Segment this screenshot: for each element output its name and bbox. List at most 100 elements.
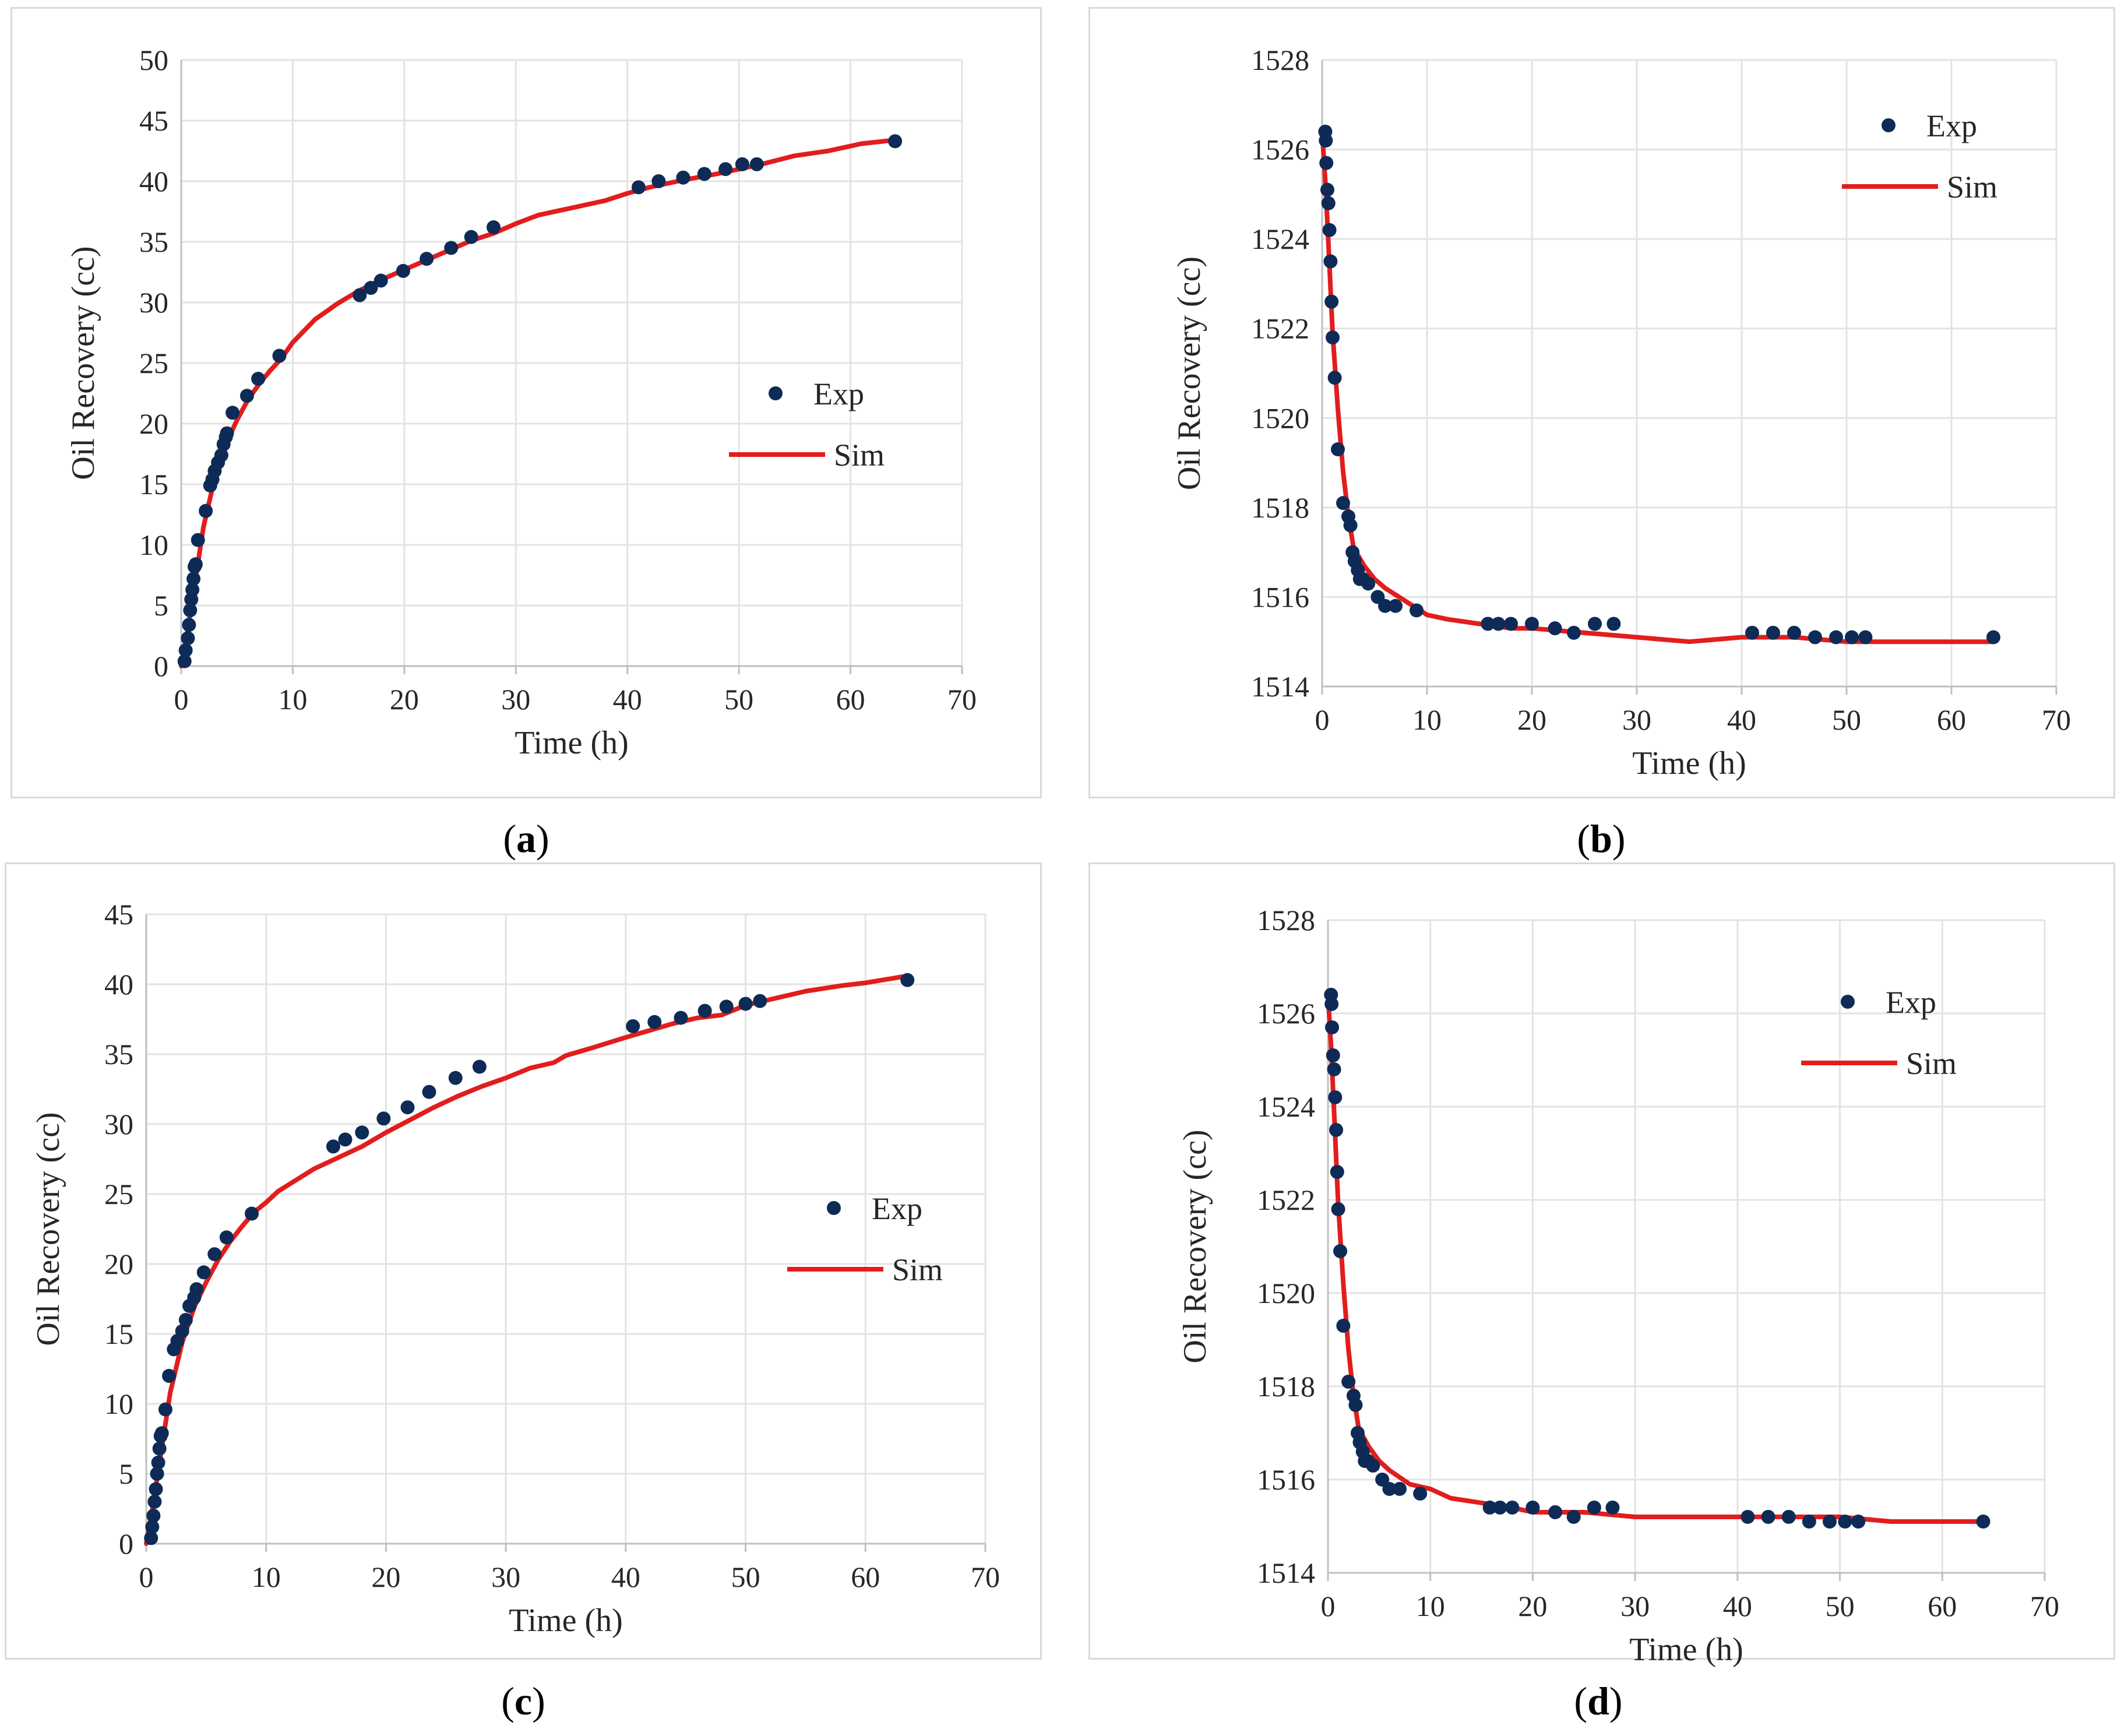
chart-b-exp-point-26 bbox=[1504, 617, 1518, 631]
chart-a-exp-point-37 bbox=[735, 157, 749, 171]
chart-d-exp-point-24 bbox=[1482, 1501, 1497, 1515]
chart-b-ylabel: Oil Recovery (cc) bbox=[1171, 256, 1207, 490]
chart-c-exp-point-4 bbox=[149, 1482, 163, 1496]
chart-c-exp-point-25 bbox=[355, 1125, 369, 1140]
chart-a-exp-point-11 bbox=[199, 503, 213, 518]
chart-b-legend-exp-label: Exp bbox=[1926, 108, 1977, 143]
chart-a-ytick-label-5: 25 bbox=[139, 347, 168, 379]
chart-d-exp-point-3 bbox=[1326, 1048, 1340, 1062]
chart-a-exp-point-25 bbox=[364, 281, 378, 295]
chart-c-exp-point-28 bbox=[422, 1084, 436, 1099]
chart-b-exp-point-36 bbox=[1829, 630, 1843, 645]
chart-a-xtick-label-4: 40 bbox=[613, 683, 642, 716]
chart-a-xtick-label-7: 70 bbox=[947, 683, 977, 716]
chart-d-exp-point-33 bbox=[1761, 1510, 1775, 1524]
chart-b-exp-point-19 bbox=[1361, 576, 1376, 591]
caption-c: (c) bbox=[501, 1679, 545, 1723]
chart-c-xtick-label-5: 50 bbox=[731, 1561, 760, 1593]
chart-c-exp-point-9 bbox=[154, 1426, 169, 1441]
chart-b-ytick-label-4: 1522 bbox=[1251, 312, 1309, 345]
chart-a-exp-point-7 bbox=[186, 572, 201, 586]
chart-d-legend-sim-label: Sim bbox=[1906, 1046, 1957, 1081]
chart-a-exp-point-24 bbox=[353, 288, 367, 302]
chart-a-exp-point-27 bbox=[396, 263, 410, 278]
chart-c-exp-point-22 bbox=[245, 1206, 259, 1221]
chart-b-exp-point-2 bbox=[1319, 156, 1334, 170]
chart-d-ytick-label-4: 1522 bbox=[1257, 1184, 1315, 1216]
caption-d: (d) bbox=[1574, 1679, 1623, 1723]
chart-c-exp-point-15 bbox=[178, 1313, 193, 1327]
chart-b-xtick-label-7: 70 bbox=[2042, 703, 2071, 736]
chart-b-exp-point-27 bbox=[1525, 617, 1539, 631]
chart-a-exp-point-4 bbox=[183, 603, 198, 618]
chart-d-exp-point-34 bbox=[1781, 1510, 1796, 1524]
caption-b-letter: b bbox=[1590, 816, 1612, 861]
chart-a-ytick-label-0: 0 bbox=[154, 650, 168, 682]
chart-b-xtick-label-3: 30 bbox=[1622, 703, 1651, 736]
chart-a-exp-point-19 bbox=[220, 426, 234, 441]
chart-b-exp-point-37 bbox=[1845, 630, 1859, 645]
chart-d-exp-point-39 bbox=[1976, 1515, 1990, 1529]
chart-c-exp-point-26 bbox=[376, 1111, 391, 1126]
chart-d-exp-point-10 bbox=[1336, 1319, 1351, 1333]
chart-c-xtick-label-2: 20 bbox=[371, 1561, 400, 1593]
chart-c-sim-line bbox=[144, 973, 910, 1546]
chart-d-xtick-label-1: 10 bbox=[1416, 1590, 1445, 1622]
chart-b-ytick-label-6: 1526 bbox=[1251, 133, 1309, 166]
chart-c-exp-point-5 bbox=[150, 1467, 164, 1481]
chart-a-xlabel: Time (h) bbox=[515, 725, 629, 761]
chart-d-xtick-label-2: 20 bbox=[1518, 1590, 1547, 1622]
chart-c-ytick-label-6: 30 bbox=[104, 1108, 133, 1140]
chart-a-xtick-label-5: 50 bbox=[724, 683, 753, 716]
chart-d-exp-point-5 bbox=[1328, 1090, 1343, 1104]
chart-a-exp-point-32 bbox=[631, 180, 646, 195]
chart-c-exp-point-1 bbox=[145, 1520, 160, 1534]
chart-b-sim-line bbox=[1320, 129, 1996, 645]
chart-c-exp-point-36 bbox=[738, 996, 753, 1011]
caption-b: (b) bbox=[1577, 816, 1626, 861]
chart-b-exp-point-30 bbox=[1588, 617, 1602, 631]
chart-a-xtick-label-2: 20 bbox=[390, 683, 419, 716]
chart-c-ytick-label-1: 5 bbox=[119, 1457, 133, 1490]
chart-a-xtick-label-3: 30 bbox=[501, 683, 530, 716]
chart-c-ytick-label-7: 35 bbox=[104, 1038, 133, 1071]
chart-a-xtick-label-1: 10 bbox=[278, 683, 307, 716]
chart-d-ytick-label-3: 1520 bbox=[1257, 1277, 1315, 1309]
caption-c-letter: c bbox=[514, 1679, 533, 1723]
chart-b-legend-sim-label: Sim bbox=[1947, 170, 1997, 205]
chart-a-exp-point-2 bbox=[181, 631, 195, 646]
chart-b-xtick-label-4: 40 bbox=[1727, 703, 1756, 736]
chart-b-exp-point-7 bbox=[1324, 294, 1339, 309]
chart-c-exp-point-2 bbox=[146, 1509, 161, 1523]
chart-a-exp-point-39 bbox=[888, 134, 903, 149]
chart-b-exp-point-29 bbox=[1567, 625, 1581, 640]
chart-c-exp-point-10 bbox=[158, 1402, 172, 1417]
chart-b-xtick-label-2: 20 bbox=[1517, 703, 1546, 736]
chart-a-exp-point-20 bbox=[226, 406, 240, 420]
chart-d-exp-point-7 bbox=[1330, 1165, 1344, 1179]
chart-c-exp-point-33 bbox=[674, 1010, 688, 1025]
chart-c-legend-sim-label: Sim bbox=[892, 1252, 943, 1287]
chart-b-exp-point-33 bbox=[1766, 625, 1780, 640]
chart-d-xtick-label-5: 50 bbox=[1826, 1590, 1855, 1622]
chart-c-exp-point-20 bbox=[207, 1247, 222, 1262]
chart-c-exp-point-6 bbox=[151, 1455, 165, 1470]
chart-c-exp-point-27 bbox=[400, 1100, 415, 1115]
chart-c-exp-point-21 bbox=[219, 1230, 234, 1245]
chart-c-exp-point-7 bbox=[152, 1441, 167, 1456]
chart-b-exp-point-8 bbox=[1326, 330, 1340, 345]
chart-b-xtick-label-6: 60 bbox=[1937, 703, 1966, 736]
chart-c-exp-point-3 bbox=[147, 1495, 162, 1509]
chart-a-svg: 0 10 20 30 40 50 60 70 0 5 10 15 20 25 30 35 40 45 50 Time … bbox=[65, 44, 977, 761]
chart-d-exp-point-36 bbox=[1823, 1515, 1837, 1529]
chart-b-ytick-label-7: 1528 bbox=[1251, 44, 1309, 76]
chart-a-legend-sim-label: Sim bbox=[834, 438, 885, 473]
chart-c-exp-point-24 bbox=[338, 1132, 353, 1147]
chart-d-exp-point-8 bbox=[1331, 1202, 1345, 1216]
chart-b-exp-point-23 bbox=[1410, 603, 1424, 618]
chart-d-ylabel: Oil Recovery (cc) bbox=[1177, 1129, 1213, 1363]
chart-b-exp-point-3 bbox=[1320, 182, 1334, 197]
chart-d-exp-point-6 bbox=[1329, 1123, 1344, 1137]
chart-c-exp-point-23 bbox=[326, 1139, 340, 1154]
chart-c-xtick-label-4: 40 bbox=[611, 1561, 640, 1593]
